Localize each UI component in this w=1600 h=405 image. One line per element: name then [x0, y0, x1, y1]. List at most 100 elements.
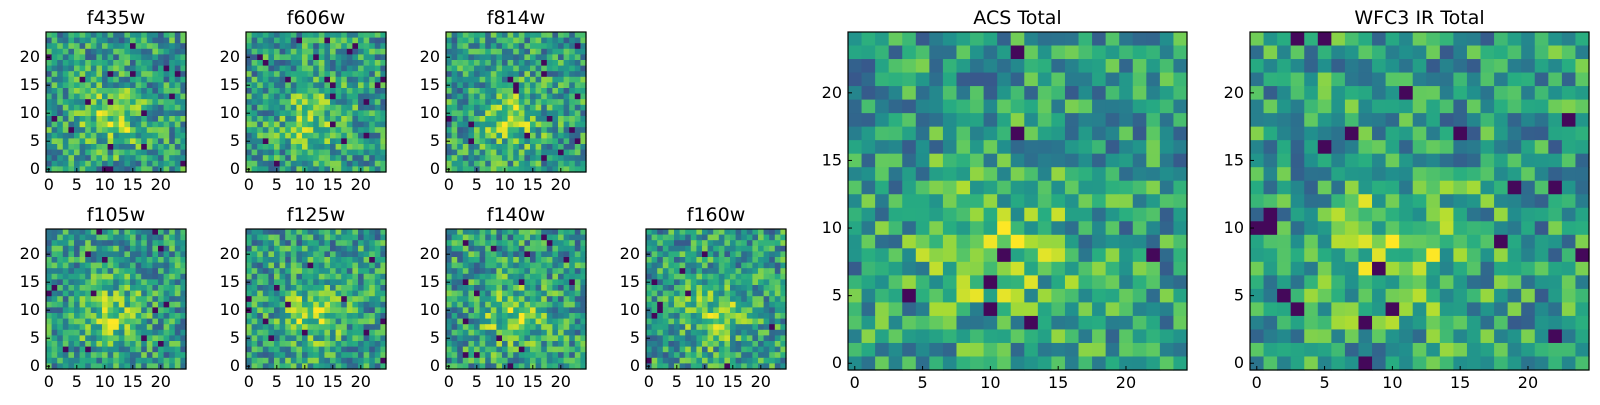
heatmap-cell [547, 88, 553, 94]
heatmap-cell [1106, 181, 1120, 195]
x-tick-label: 20 [551, 372, 571, 391]
heatmap-cell [364, 341, 370, 347]
heatmap-cell [330, 246, 336, 252]
heatmap-cell [369, 279, 375, 285]
heatmap-cell [663, 319, 669, 325]
heatmap-cell [496, 358, 502, 364]
heatmap-cell [775, 347, 781, 353]
heatmap-cell [1106, 194, 1120, 208]
heatmap-cell [158, 88, 164, 94]
heatmap-cell [257, 268, 263, 274]
heatmap-cell [719, 324, 725, 330]
heatmap-cell [652, 268, 658, 274]
heatmap-cell [558, 302, 564, 308]
heatmap-cell [252, 274, 258, 280]
heatmap-cell [285, 307, 291, 313]
heatmap-cell [524, 32, 530, 38]
heatmap-cell [1038, 208, 1052, 222]
heatmap-cell [741, 341, 747, 347]
heatmap-cell [491, 71, 497, 77]
heatmap-cell [902, 140, 916, 154]
heatmap-cell [685, 257, 691, 263]
y-tick-label: 5 [430, 328, 440, 347]
heatmap-cell [375, 133, 381, 139]
heatmap-cell [124, 296, 130, 302]
heatmap-cell [730, 263, 736, 269]
heatmap-cell [480, 279, 486, 285]
heatmap-cell [513, 66, 519, 72]
heatmap-cell [680, 274, 686, 280]
heatmap-cell [364, 138, 370, 144]
heatmap-cell [875, 59, 889, 73]
heatmap-cell [102, 82, 108, 88]
heatmap-cell [474, 285, 480, 291]
heatmap-cell [74, 144, 80, 150]
heatmap-cell [541, 268, 547, 274]
heatmap-cell [296, 88, 302, 94]
heatmap-cell [541, 66, 547, 72]
heatmap-cell [674, 257, 680, 263]
heatmap-cell [274, 155, 280, 161]
heatmap-cell [457, 150, 463, 156]
heatmap-cell [502, 240, 508, 246]
heatmap-cell [330, 138, 336, 144]
y-tick-label: 15 [20, 75, 40, 94]
heatmap-cell [130, 155, 136, 161]
heatmap-cell [691, 263, 697, 269]
heatmap-cell [336, 88, 342, 94]
heatmap-cell [147, 49, 153, 55]
heatmap-cell [775, 274, 781, 280]
heatmap-cell [997, 235, 1011, 249]
heatmap-cell [680, 307, 686, 313]
heatmap-cell [956, 73, 970, 87]
heatmap-cell [147, 32, 153, 38]
heatmap-cell [741, 296, 747, 302]
heatmap-cell [330, 274, 336, 280]
heatmap-cell [291, 155, 297, 161]
heatmap-cell [147, 94, 153, 100]
heatmap-cell [263, 77, 269, 83]
heatmap-cell [916, 221, 930, 235]
heatmap-cell [352, 240, 358, 246]
heatmap-cell [575, 105, 581, 111]
heatmap-cell [52, 347, 58, 353]
heatmap-cell [769, 307, 775, 313]
heatmap-cell [158, 54, 164, 60]
heatmap-cell [452, 110, 458, 116]
heatmap-cell [970, 73, 984, 87]
heatmap-cell [463, 155, 469, 161]
heatmap-cell [1173, 167, 1187, 181]
heatmap-cell [508, 324, 514, 330]
heatmap-cell [452, 82, 458, 88]
heatmap-cell [319, 54, 325, 60]
heatmap-cell [296, 77, 302, 83]
heatmap-cell [547, 66, 553, 72]
heatmap-cell [463, 122, 469, 128]
heatmap-cell [136, 257, 142, 263]
heatmap-cell [164, 302, 170, 308]
heatmap-cell [369, 150, 375, 156]
heatmap-cell [302, 127, 308, 133]
heatmap-cell [480, 116, 486, 122]
heatmap-cell [158, 268, 164, 274]
heatmap-cell [175, 257, 181, 263]
heatmap-cell [552, 330, 558, 336]
heatmap-cell [657, 257, 663, 263]
heatmap-cell [268, 341, 274, 347]
heatmap-cell [1038, 262, 1052, 276]
heatmap-cell [1038, 235, 1052, 249]
heatmap-cell [569, 285, 575, 291]
heatmap-cell [375, 155, 381, 161]
heatmap-cell [175, 235, 181, 241]
heatmap-cell [719, 268, 725, 274]
heatmap-cell [341, 268, 347, 274]
heatmap-cell [263, 71, 269, 77]
heatmap-cell [758, 347, 764, 353]
heatmap-cell [268, 49, 274, 55]
heatmap-cell [364, 94, 370, 100]
heatmap-cell [268, 122, 274, 128]
heatmap-cell [369, 88, 375, 94]
heatmap-cell [308, 240, 314, 246]
heatmap-cell [291, 285, 297, 291]
